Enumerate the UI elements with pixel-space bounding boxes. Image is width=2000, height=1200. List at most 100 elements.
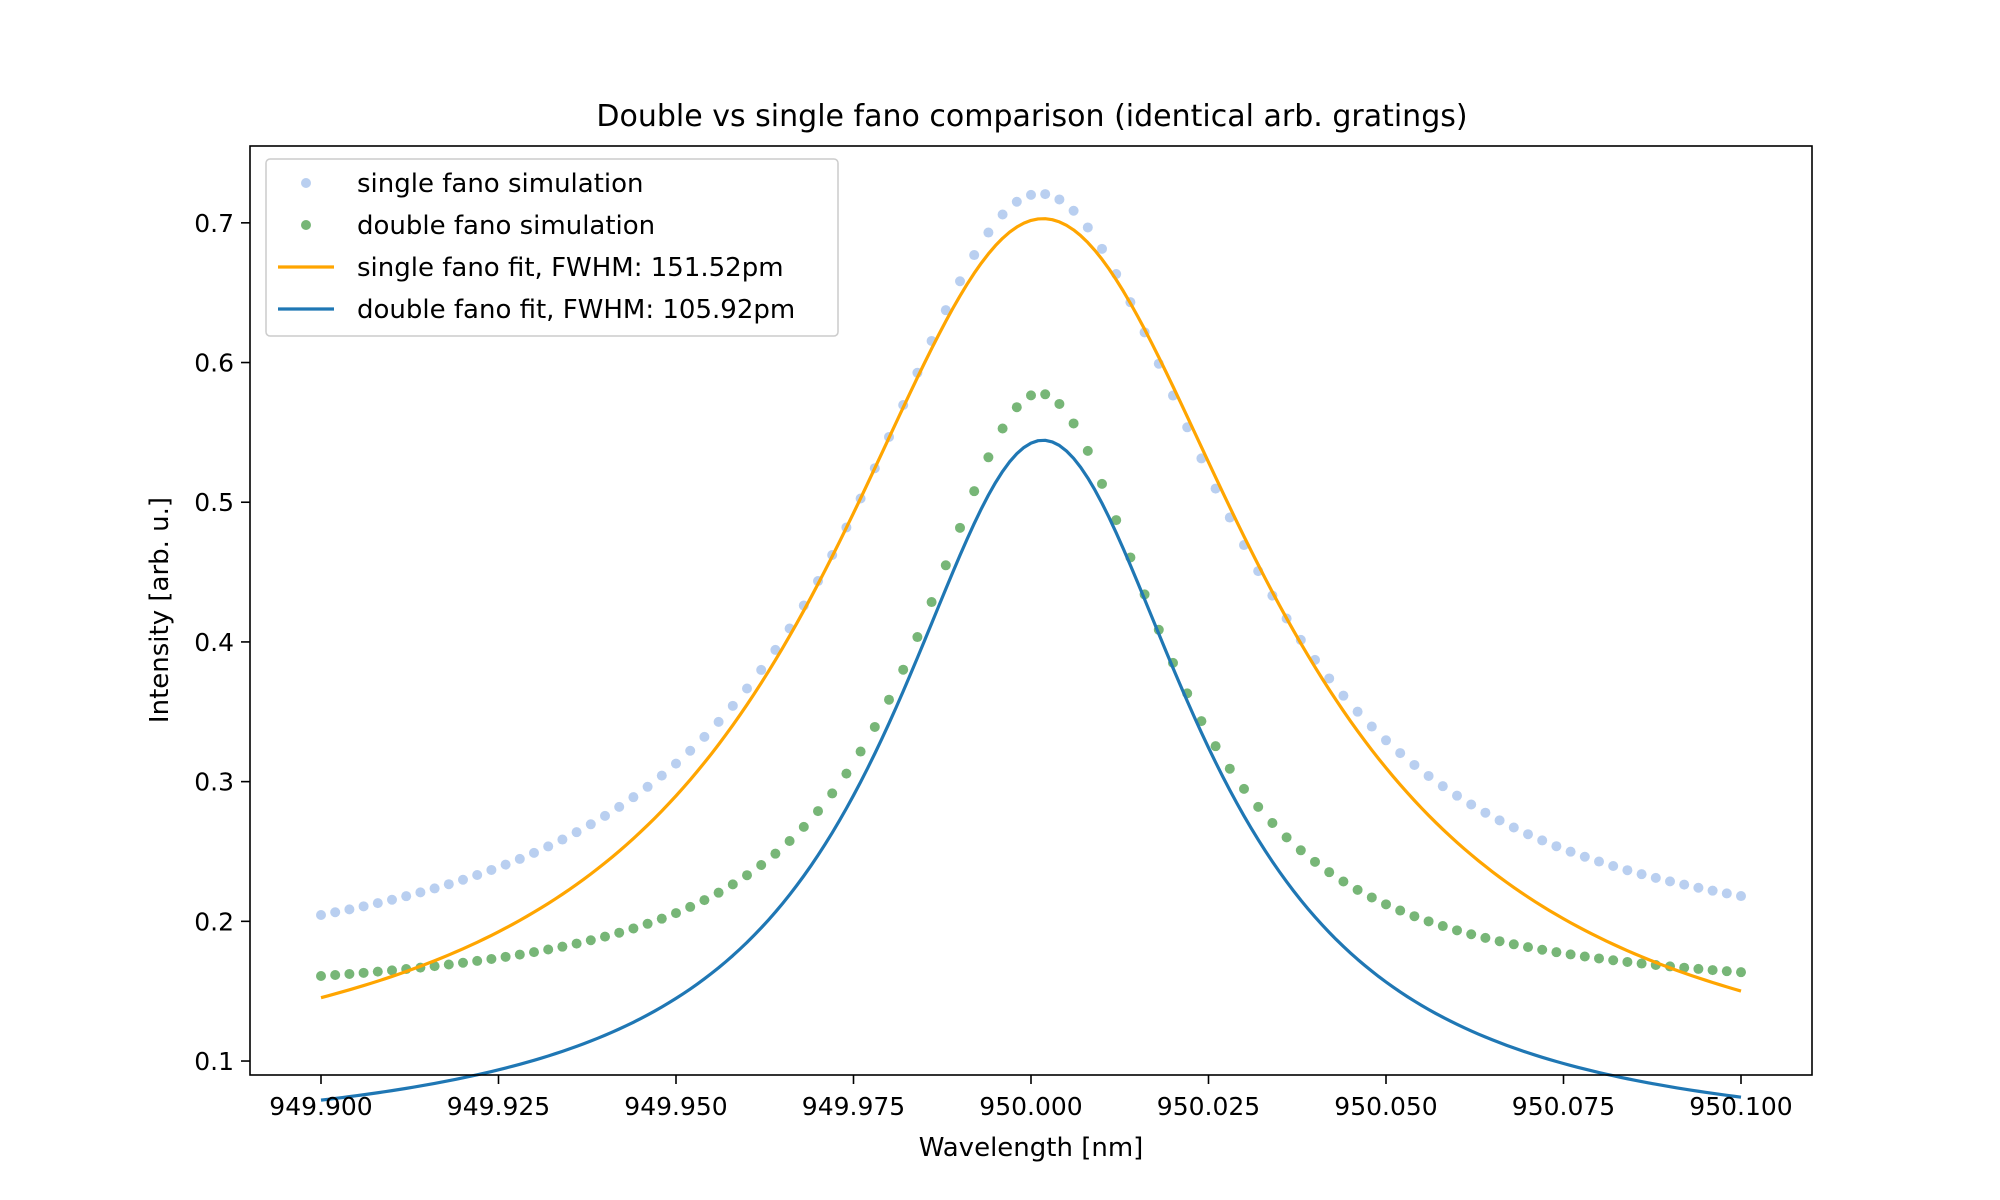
data-point (1068, 418, 1079, 429)
x-tick-label: 950.075 (1512, 1092, 1615, 1121)
legend: single fano simulation double fano simula… (265, 158, 839, 337)
legend-label: single fano simulation (357, 169, 644, 199)
data-point (358, 967, 369, 978)
data-point (884, 694, 894, 705)
data-point (1665, 876, 1675, 887)
data-point (727, 879, 738, 890)
data-point (713, 716, 724, 727)
data-point (1068, 205, 1079, 216)
data-point (1721, 966, 1732, 977)
data-point (1480, 932, 1491, 943)
data-point (1324, 673, 1335, 684)
data-point (841, 768, 852, 779)
x-tick-label: 950.025 (1157, 1092, 1260, 1121)
data-point (443, 959, 454, 970)
data-point (1693, 963, 1704, 974)
data-point (770, 644, 781, 655)
legend-item: single fano simulation (301, 169, 644, 199)
data-point (1381, 735, 1391, 746)
y-tick-label: 0.1 (194, 1047, 234, 1076)
data-point (614, 927, 625, 938)
data-point (1508, 939, 1519, 950)
x-tick-label: 950.000 (979, 1092, 1082, 1121)
y-axis: 0.1 0.2 0.3 0.4 0.5 0.6 0.7 (194, 209, 250, 1076)
legend-label: double fano simulation (357, 211, 655, 241)
data-point (401, 891, 412, 902)
data-point (1452, 925, 1462, 936)
data-point (1040, 389, 1051, 400)
data-point (1366, 721, 1377, 732)
data-point (500, 951, 511, 962)
data-point (1040, 189, 1051, 200)
data-point (1466, 799, 1477, 810)
data-point (1381, 899, 1391, 910)
data-point (600, 810, 610, 821)
data-point (1352, 706, 1363, 717)
data-point (1707, 965, 1718, 976)
y-tick-label: 0.6 (194, 349, 234, 378)
data-point (458, 874, 468, 885)
data-point (969, 250, 980, 261)
data-point (415, 887, 426, 898)
data-point (372, 898, 383, 909)
data-point (1437, 921, 1448, 932)
series-1 (316, 189, 1746, 921)
data-point (1466, 929, 1477, 940)
data-point (628, 792, 639, 803)
data-point (1693, 882, 1704, 893)
series-line (320, 217, 1742, 1000)
data-point (770, 848, 781, 859)
data-point (827, 788, 838, 799)
x-tick-label: 949.975 (802, 1092, 905, 1121)
data-point (798, 821, 809, 832)
data-point (387, 894, 397, 905)
x-tick-label: 950.050 (1334, 1092, 1437, 1121)
data-point (713, 887, 724, 898)
data-point (1636, 869, 1647, 880)
data-point (429, 883, 440, 894)
data-point (1253, 801, 1264, 812)
data-point (1622, 865, 1633, 876)
data-point (1011, 196, 1022, 207)
data-point (1537, 835, 1548, 846)
legend-label: single fano fit, FWHM: 151.52pm (357, 253, 784, 283)
data-point (1082, 222, 1093, 233)
legend-item: double fano simulation (301, 211, 655, 241)
data-point (1097, 478, 1107, 489)
data-point (1423, 770, 1434, 781)
data-point (1082, 445, 1093, 456)
legend-marker (301, 220, 311, 230)
data-point (983, 227, 994, 238)
data-point (1111, 515, 1122, 526)
data-point (855, 746, 866, 757)
data-point (543, 841, 554, 852)
data-point (742, 870, 752, 881)
data-point (486, 864, 497, 875)
data-point (557, 834, 568, 845)
data-point (1494, 936, 1505, 947)
y-tick-label: 0.7 (194, 209, 234, 238)
data-point (1494, 815, 1505, 826)
data-point (869, 721, 880, 732)
data-point (316, 910, 326, 921)
data-point (756, 664, 767, 675)
data-point (1650, 872, 1661, 883)
data-point (1409, 911, 1420, 922)
data-point (1310, 856, 1320, 867)
y-tick-label: 0.3 (194, 768, 234, 797)
data-point (458, 957, 468, 968)
plot-area (316, 189, 1746, 1102)
series-4 (320, 438, 1742, 1102)
data-point (443, 879, 454, 890)
data-point (1239, 783, 1249, 794)
data-point (1409, 759, 1420, 770)
data-point (926, 597, 937, 608)
data-point (1594, 953, 1604, 964)
data-point (671, 908, 681, 919)
data-point (969, 486, 980, 497)
data-point (514, 949, 525, 960)
data-point (1011, 402, 1022, 413)
data-point (940, 305, 951, 316)
y-tick-label: 0.4 (194, 628, 234, 657)
